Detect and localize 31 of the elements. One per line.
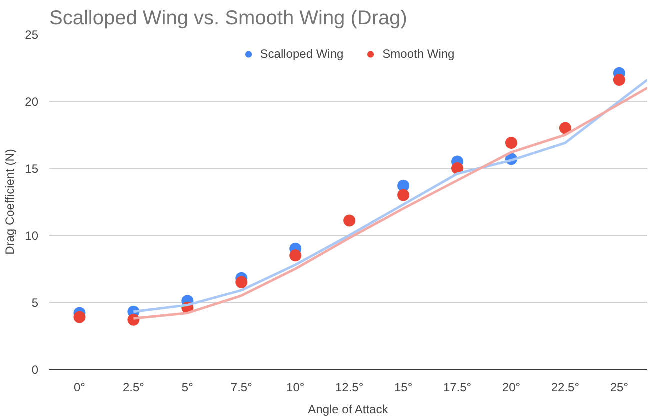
- x-tick-label: 12.5°: [336, 380, 364, 394]
- y-tick-label: 20: [25, 95, 39, 109]
- x-tick-label: 20°: [502, 380, 521, 394]
- point: [290, 250, 302, 262]
- x-tick-label: 0°: [74, 380, 86, 394]
- x-tick-label: 17.5°: [443, 380, 472, 394]
- legend-label: Smooth Wing: [382, 47, 455, 61]
- x-tick-label: 7.5°: [230, 380, 253, 394]
- legend-label: Scalloped Wing: [260, 47, 344, 61]
- y-tick-label: 25: [25, 28, 39, 42]
- point: [613, 74, 626, 86]
- x-tick-label: 25°: [610, 380, 629, 394]
- point: [344, 214, 356, 227]
- y-tick-label: 10: [25, 229, 39, 243]
- x-axis-title: Angle of Attack: [308, 402, 390, 416]
- point: [559, 122, 572, 134]
- point: [74, 311, 86, 324]
- x-tick-label: 10°: [286, 380, 305, 394]
- point: [398, 189, 410, 202]
- point: [452, 162, 464, 174]
- y-tick-label: 15: [25, 162, 39, 176]
- x-tick-label: 2.5°: [122, 380, 145, 394]
- x-tick-label: 5°: [182, 380, 194, 394]
- point: [236, 276, 248, 288]
- y-tick-label: 5: [32, 296, 39, 310]
- point: [505, 137, 518, 150]
- x-tick-label: 22.5°: [551, 380, 580, 394]
- y-tick-label: 0: [32, 363, 39, 377]
- y-axis-title: Drag Coefficient (N): [3, 149, 18, 255]
- x-tick-label: 15°: [394, 380, 413, 394]
- chart-title: Scalloped Wing vs. Smooth Wing (Drag): [50, 8, 408, 30]
